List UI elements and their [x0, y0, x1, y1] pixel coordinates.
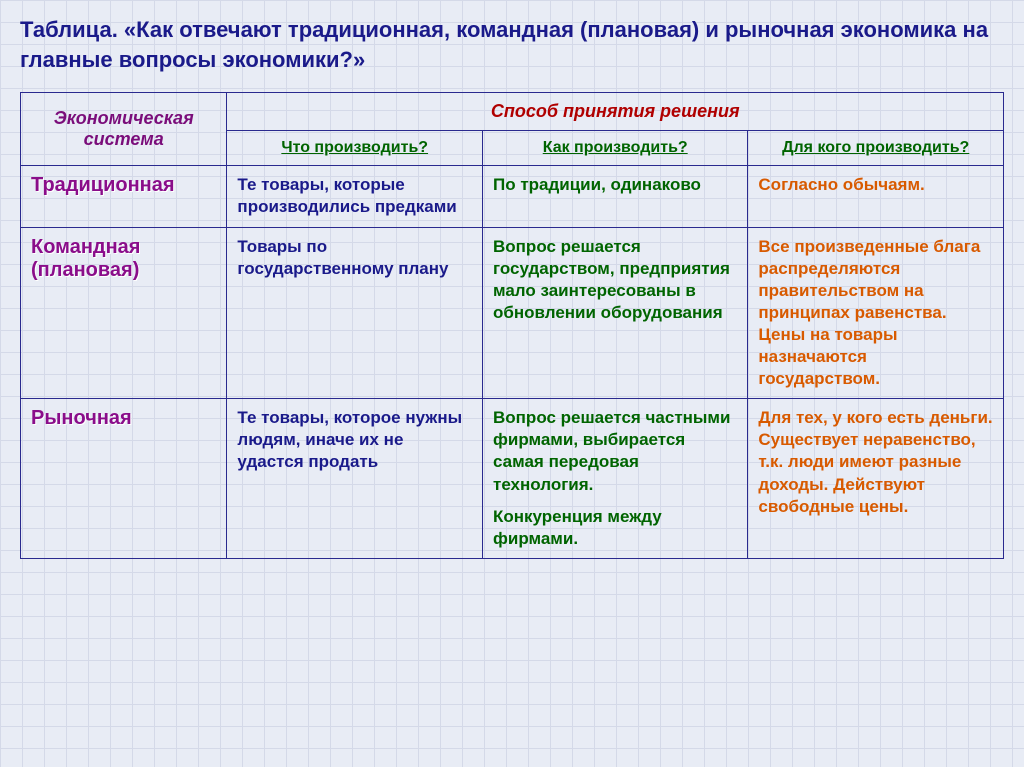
cell-how-p1: Вопрос решается частными фирмами, выбира…: [493, 407, 737, 495]
header-method: Способ принятия решения: [227, 93, 1004, 131]
cell-whom: Все произведенные блага распределяются п…: [748, 227, 1004, 399]
cell-how: Вопрос решается частными фирмами, выбира…: [483, 399, 748, 559]
cell-whom: Для тех, у кого есть деньги. Существует …: [748, 399, 1004, 559]
cell-what: Те товары, которое нужны людям, иначе их…: [227, 399, 483, 559]
table-row: Традиционная Те товары, которые производ…: [21, 166, 1004, 227]
cell-how: По традиции, одинаково: [483, 166, 748, 227]
header-what: Что производить?: [227, 131, 483, 166]
table-row: Рыночная Те товары, которое нужны людям,…: [21, 399, 1004, 559]
header-how: Как производить?: [483, 131, 748, 166]
header-whom: Для кого производить?: [748, 131, 1004, 166]
comparison-table: Экономическая система Способ принятия ре…: [20, 92, 1004, 558]
row-label-traditional: Традиционная: [21, 166, 227, 227]
cell-what: Товары по государственному плану: [227, 227, 483, 399]
row-label-market: Рыночная: [21, 399, 227, 559]
table-row: Командная (плановая) Товары по государст…: [21, 227, 1004, 399]
cell-whom: Согласно обычаям.: [748, 166, 1004, 227]
cell-how-p2: Конкуренция между фирмами.: [493, 506, 737, 550]
cell-what: Те товары, которые производились предкам…: [227, 166, 483, 227]
row-label-command: Командная (плановая): [21, 227, 227, 399]
header-system: Экономическая система: [21, 93, 227, 166]
cell-how: Вопрос решается государством, предприяти…: [483, 227, 748, 399]
page-title: Таблица. «Как отвечают традиционная, ком…: [20, 15, 1004, 74]
